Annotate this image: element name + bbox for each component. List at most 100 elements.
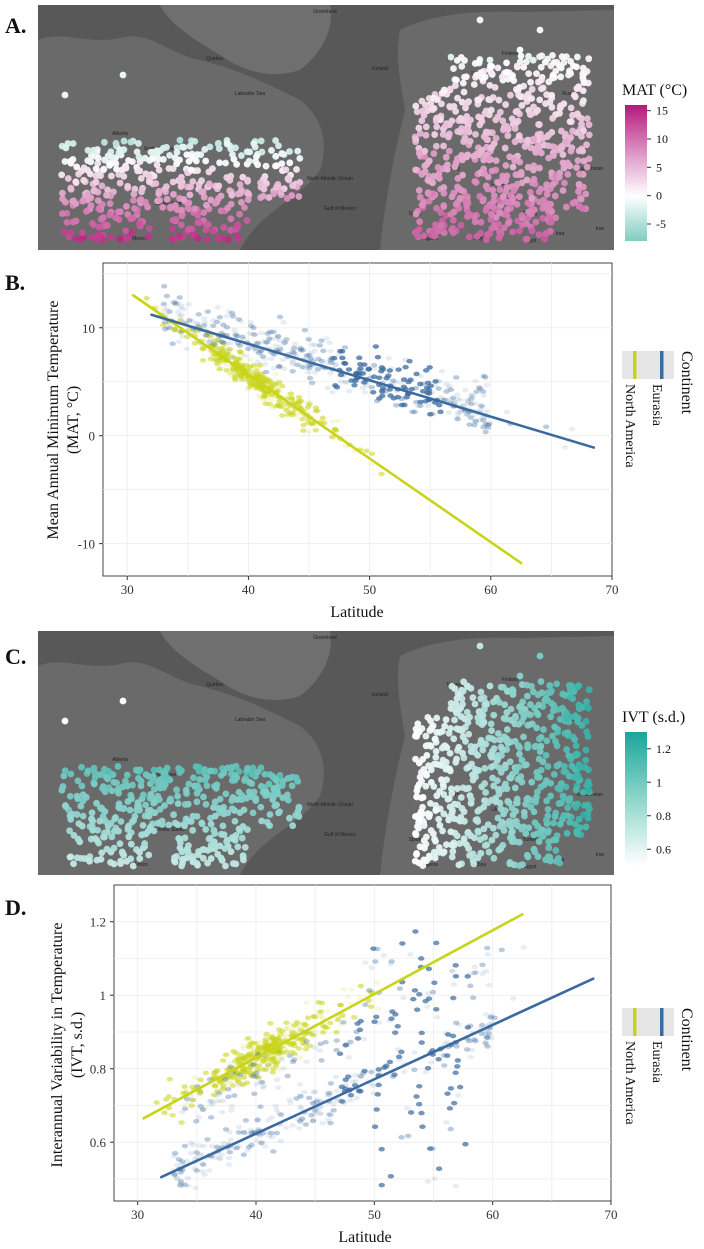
- chart-b-point-eurasia: [464, 398, 472, 404]
- map-c-point: [162, 772, 170, 780]
- chart-d-point-eurasia: [213, 1144, 221, 1150]
- chart-d-point-north-america: [255, 1044, 262, 1050]
- map-a-point: [177, 176, 185, 184]
- map-a-point: [203, 201, 210, 209]
- chart-d-point-eurasia: [482, 968, 490, 974]
- map-a-point: [448, 193, 456, 201]
- map-a-point: [484, 185, 492, 193]
- chart-b-point-eurasia: [225, 348, 232, 353]
- map-c-point: [447, 828, 455, 836]
- map-c-point: [497, 768, 505, 776]
- map-c-point: [576, 824, 584, 832]
- map-a-point: [461, 73, 468, 81]
- chart-d-point-eurasia: [453, 1044, 460, 1049]
- chart-b-point-eurasia: [254, 341, 261, 346]
- chart-d-point-eurasia: [291, 1057, 298, 1062]
- chart-b-point-north-america: [304, 404, 312, 410]
- chart-d-point-eurasia: [193, 1150, 200, 1155]
- chart-d-point-eurasia: [225, 1094, 232, 1100]
- chart-b-point-eurasia: [178, 303, 185, 308]
- map-a-point: [127, 138, 135, 146]
- map-c-point: [116, 840, 124, 848]
- chart-d-point-north-america: [269, 1036, 277, 1041]
- chart-d-point-eurasia: [228, 1108, 235, 1113]
- map-a-point: [428, 227, 436, 235]
- map-c-point: [136, 855, 144, 863]
- map-c-point: [101, 788, 109, 796]
- map-a-point: [481, 73, 489, 81]
- map-a-point: [79, 229, 86, 237]
- map-c-place-label: Turkey: [522, 837, 538, 843]
- chart-d-point-eurasia: [454, 1058, 462, 1063]
- chart-b-point-north-america: [300, 428, 307, 433]
- chart-d-point-eurasia: [467, 1054, 474, 1060]
- chart-b-point-north-america: [199, 358, 207, 363]
- chart-b-point-eurasia: [365, 367, 372, 372]
- map-a-point: [100, 165, 108, 173]
- legend-a-tick-label: 5: [656, 160, 662, 174]
- map-c-point: [563, 746, 570, 753]
- map-a-point: [192, 157, 200, 165]
- chart-b-point-north-america: [171, 327, 178, 333]
- chart-d-point-eurasia: [195, 1115, 202, 1120]
- map-a-point: [487, 144, 495, 152]
- map-a-point: [155, 166, 163, 174]
- map-a-point: [566, 118, 574, 125]
- map-c-point: [451, 815, 458, 823]
- map-a-point: [61, 91, 69, 99]
- chart-b-point-eurasia: [223, 341, 230, 346]
- chart-b-point-eurasia: [232, 332, 239, 337]
- map-c-point: [142, 830, 150, 838]
- chart-d-point-north-america: [272, 1039, 279, 1044]
- chart-b-point-eurasia: [250, 325, 257, 331]
- map-c-point: [134, 774, 142, 782]
- map-c-point: [546, 853, 554, 861]
- chart-b-point-eurasia: [346, 388, 353, 394]
- map-c-point: [574, 830, 582, 838]
- chart-d-point-eurasia: [228, 1104, 236, 1109]
- map-a-point: [94, 232, 102, 240]
- map-c-point: [415, 824, 423, 832]
- chart-b-point-eurasia: [294, 362, 301, 368]
- map-a-point: [202, 157, 210, 165]
- chart-d-point-eurasia: [450, 995, 457, 1001]
- chart-b-point-eurasia: [311, 348, 318, 354]
- map-c-point: [431, 735, 439, 743]
- map-c-point: [534, 853, 542, 860]
- map-c-point: [535, 838, 543, 845]
- map-c-point: [449, 848, 457, 855]
- map-a-point: [495, 234, 503, 242]
- chart-d-point-north-america: [273, 1038, 281, 1044]
- map-c-point: [220, 831, 228, 839]
- chart-b-point-eurasia: [220, 340, 227, 345]
- chart-d-point-north-america: [277, 1032, 284, 1037]
- map-a-point: [536, 164, 543, 172]
- map-a-point: [172, 216, 180, 223]
- chart-d-point-eurasia: [464, 1038, 471, 1043]
- chart-d-point-north-america: [220, 1083, 227, 1088]
- chart-d-point-north-america: [211, 1073, 218, 1079]
- chart-d-point-eurasia: [177, 1182, 184, 1188]
- chart-d-point-eurasia: [179, 1159, 186, 1164]
- chart-b-point-north-america: [296, 403, 303, 409]
- map-c-point: [469, 850, 477, 858]
- chart-b-point-north-america: [258, 387, 266, 393]
- map-c-point: [270, 791, 278, 798]
- chart-d-point-north-america: [214, 1088, 221, 1094]
- map-c-point: [547, 792, 555, 800]
- chart-d-point-north-america: [273, 1049, 281, 1054]
- chart-d-point-north-america: [212, 1083, 219, 1089]
- map-c-point: [75, 820, 83, 827]
- map-c-point: [178, 856, 186, 863]
- map-a-point: [258, 148, 266, 156]
- map-a-point: [67, 229, 75, 237]
- chart-d-point-eurasia: [184, 1158, 191, 1164]
- chart-d-point-eurasia: [276, 1049, 283, 1055]
- map-a-point: [523, 58, 530, 66]
- chart-d-point-eurasia: [173, 1176, 181, 1182]
- map-c-point: [192, 763, 200, 771]
- chart-b-point-eurasia: [542, 424, 550, 430]
- map-a-point: [547, 218, 555, 226]
- map-a-point: [559, 159, 567, 167]
- chart-b-point-eurasia: [480, 424, 487, 430]
